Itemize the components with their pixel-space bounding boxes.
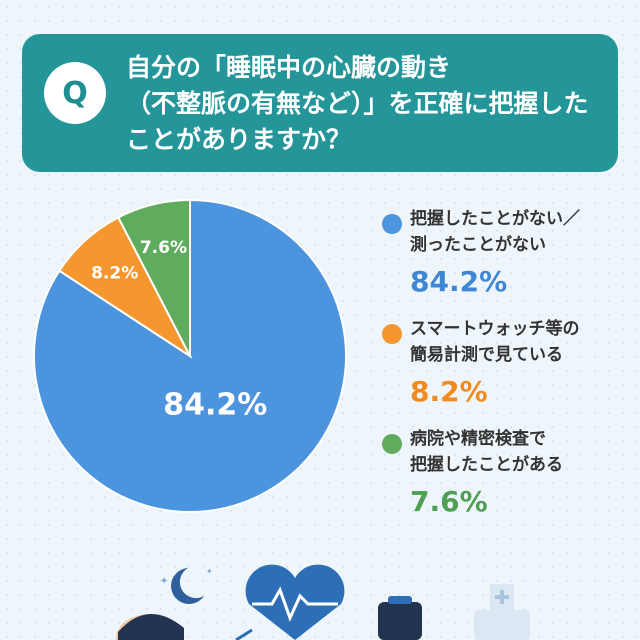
legend-percent: 84.2%: [410, 265, 508, 298]
pie-slice-label: 84.2%: [163, 388, 267, 423]
sleeping-person-icon: [116, 613, 184, 640]
legend-item: 病院や精密検査で 把握したことがある 7.6%: [382, 426, 632, 536]
question-banner: Q 自分の「睡眠中の心臓の動き （不整脈の有無など）」を正確に把握した ことがあ…: [22, 34, 618, 172]
bottom-illustrations: ✦ ✦: [116, 564, 530, 640]
legend-percent: 8.2%: [410, 375, 488, 408]
pie-slice: [116, 198, 191, 357]
legend-item: 把握したことがない／ 測ったことがない 84.2%: [382, 206, 632, 316]
legend-label: 病院や精密検査で 把握したことがある: [410, 429, 563, 475]
svg-text:✦: ✦: [160, 576, 168, 587]
legend-label: 把握したことがない／ 測ったことがない: [410, 209, 580, 255]
legend-dot: [382, 324, 402, 344]
heart-ecg-icon: [235, 564, 345, 640]
smartwatch-icon: [378, 596, 422, 640]
pie-chart: 84.2% 8.2%7.6%: [33, 198, 347, 513]
legend-percent: 7.6%: [410, 485, 488, 518]
q-badge: Q: [44, 62, 106, 124]
legend-item: スマートウォッチ等の 簡易計測で見ている 8.2%: [382, 316, 632, 426]
legend-label: スマートウォッチ等の 簡易計測で見ている: [410, 319, 580, 365]
moon-icon: ✦ ✦: [160, 567, 213, 604]
question-text: 自分の「睡眠中の心臓の動き （不整脈の有無など）」を正確に把握した ことがありま…: [126, 53, 589, 154]
pie-slice-label: 8.2%: [91, 264, 138, 284]
legend: 把握したことがない／ 測ったことがない 84.2% スマートウォッチ等の 簡易計…: [382, 206, 632, 536]
legend-dot: [382, 434, 402, 454]
legend-dot: [382, 214, 402, 234]
pie-slice-label: 7.6%: [140, 238, 187, 258]
medical-cross-icon: [474, 584, 530, 640]
svg-text:✦: ✦: [206, 567, 213, 576]
